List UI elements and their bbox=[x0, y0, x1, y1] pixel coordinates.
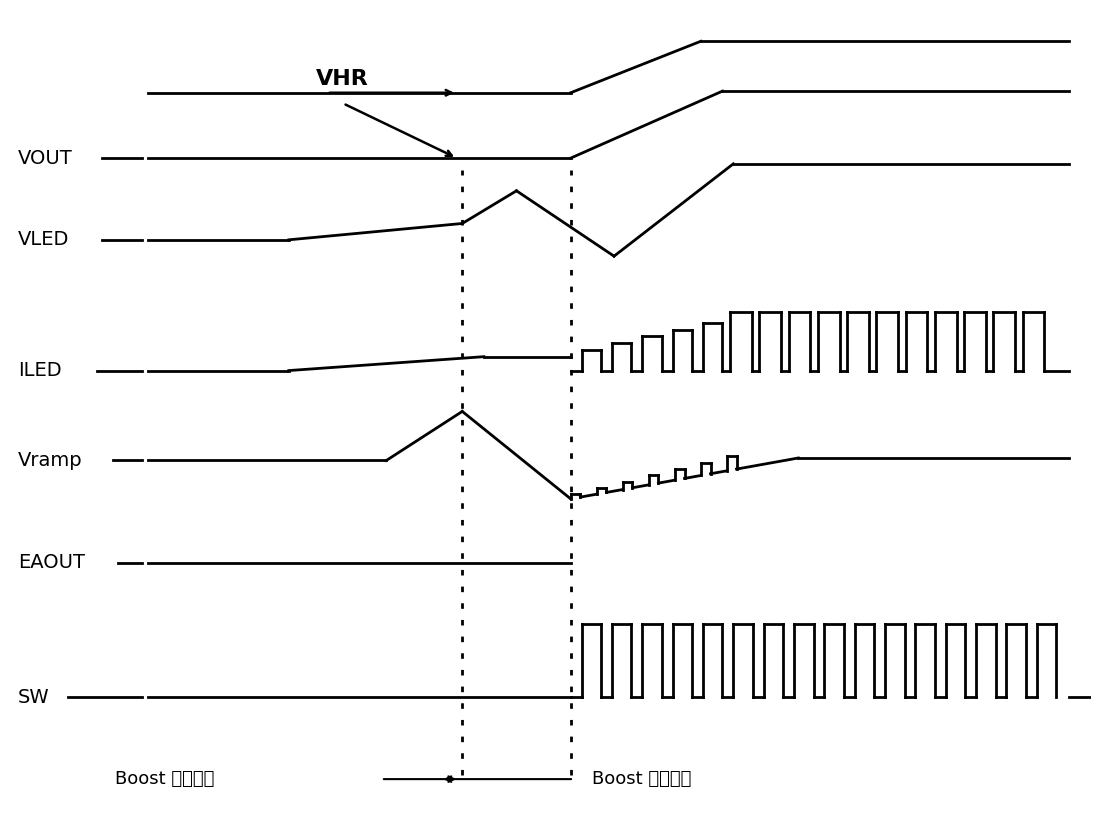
Text: VLED: VLED bbox=[18, 230, 69, 249]
Text: Boost 直通模式: Boost 直通模式 bbox=[115, 770, 215, 788]
Text: Boost 升压模式: Boost 升压模式 bbox=[592, 770, 692, 788]
Text: SW: SW bbox=[18, 688, 49, 707]
Text: VOUT: VOUT bbox=[18, 149, 72, 168]
Text: Vramp: Vramp bbox=[18, 451, 82, 470]
Text: EAOUT: EAOUT bbox=[18, 553, 85, 572]
Text: ILED: ILED bbox=[18, 361, 61, 380]
Text: VHR: VHR bbox=[316, 69, 369, 89]
